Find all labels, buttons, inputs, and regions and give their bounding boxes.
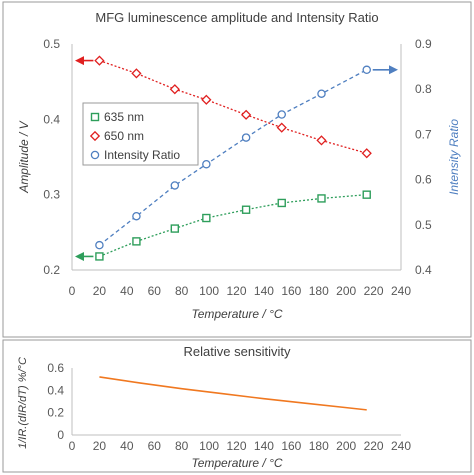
top-arrows <box>75 56 398 261</box>
data-point-650-nm <box>276 122 287 133</box>
data-point-intensity-ratio <box>202 159 211 169</box>
top-y2-tick-label: 0.8 <box>415 82 432 96</box>
top-axes: 0 20 40 60 80 100 120 140 160 180 200 220 240 0.2 0.3 0… <box>43 37 432 298</box>
data-point-650-nm <box>131 68 142 79</box>
bottom-x-tick-label: 40 <box>120 439 134 453</box>
series-line-635-nm <box>99 194 367 258</box>
legend-marker-650-nm <box>89 130 101 142</box>
bottom-x-tick-label: 120 <box>226 439 246 453</box>
bottom-series <box>99 376 367 411</box>
legend-label-635-nm: 635 nm <box>104 110 144 124</box>
bottom-x-tick-label: 60 <box>148 439 162 453</box>
data-point-intensity-ratio <box>241 133 251 142</box>
top-y-axis-label: Amplitude / V <box>17 120 31 193</box>
data-point-650-nm <box>169 84 180 95</box>
data-point-635-nm <box>202 213 211 223</box>
data-point-intensity-ratio <box>170 181 180 190</box>
top-x-tick-label: 240 <box>391 284 411 298</box>
legend-label-650-nm: 650 nm <box>104 129 144 143</box>
bottom-x-axis-label: Temperature / °C <box>191 456 282 470</box>
top-y2-tick-label: 0.5 <box>415 218 432 232</box>
bottom-x-tick-label: 180 <box>309 439 329 453</box>
top-panel: MFG luminescence amplitude and Intensity… <box>2 1 472 338</box>
bottom-x-tick-label: 20 <box>93 439 107 453</box>
top-x-tick-label: 180 <box>309 284 329 298</box>
data-point-635-nm <box>241 205 251 214</box>
top-x-axis-label: Temperature / °C <box>191 307 282 321</box>
bottom-panel-frame <box>2 339 472 473</box>
top-y2-tick-label: 0.6 <box>415 173 432 187</box>
data-point-635-nm <box>132 237 141 246</box>
top-y-tick-label: 0.3 <box>43 188 60 202</box>
data-point-635-nm <box>95 252 104 261</box>
data-point-intensity-ratio <box>277 110 286 119</box>
series-line-relative-sensitivity <box>99 376 367 411</box>
legend-label-intensity-ratio: Intensity Ratio <box>104 148 180 162</box>
bottom-chart-title: Relative sensitivity <box>184 344 291 359</box>
series-line-intensity-ratio <box>99 69 368 246</box>
top-x-tick-label: 160 <box>281 284 301 298</box>
bottom-y-tick-label: 0.2 <box>47 406 64 420</box>
top-x-tick-label: 20 <box>93 284 107 298</box>
bottom-y-tick-label: 0.6 <box>47 361 64 375</box>
top-chart-title: MFG luminescence amplitude and Intensity… <box>95 10 378 25</box>
legend: 635 nm 650 nm Intensity Ratio <box>82 102 199 166</box>
legend-marker-intensity-ratio <box>90 150 100 160</box>
top-y-tick-label: 0.4 <box>43 112 60 126</box>
data-point-intensity-ratio <box>95 240 104 250</box>
bottom-x-tick-label: 160 <box>281 439 301 453</box>
top-x-tick-label: 60 <box>148 284 162 298</box>
top-y2-tick-label: 0.9 <box>415 37 432 51</box>
bottom-x-tick-label: 220 <box>364 439 384 453</box>
bottom-x-tick-label: 100 <box>199 439 219 453</box>
data-point-635-nm <box>317 194 326 203</box>
bottom-x-tick-label: 80 <box>175 439 189 453</box>
bottom-y-tick-label: 0.4 <box>47 383 64 397</box>
top-y2-tick-label: 0.4 <box>415 263 432 277</box>
data-point-635-nm <box>277 198 286 208</box>
data-point-650-nm <box>361 148 372 159</box>
top-x-tick-label: 120 <box>226 284 246 298</box>
top-x-tick-label: 140 <box>254 284 274 298</box>
top-x-tick-label: 40 <box>120 284 134 298</box>
data-point-intensity-ratio <box>362 65 371 75</box>
bottom-x-tick-label: 0 <box>69 439 76 453</box>
bottom-axes: 0 20 40 60 80 100 120 140 160 180 200 220 240 0 0.2 0.4… <box>47 361 411 453</box>
top-x-tick-label: 100 <box>199 284 219 298</box>
data-point-635-nm <box>170 224 180 233</box>
top-x-tick-label: 80 <box>175 284 189 298</box>
legend-frame <box>82 102 199 166</box>
top-x-tick-label: 0 <box>69 284 76 298</box>
axis-arrow-635-nm <box>75 251 94 261</box>
data-point-intensity-ratio <box>132 211 141 221</box>
data-point-635-nm <box>362 190 371 199</box>
top-series <box>94 55 372 261</box>
bottom-y-tick-label: 0 <box>57 428 64 442</box>
bottom-panel: Relative sensitivity 0 20 40 60 80 100 120 140 1… <box>2 339 472 473</box>
top-y2-tick-label: 0.7 <box>415 127 432 141</box>
bottom-y-axis-label: 1/IR.(dIR/dT) %/°C <box>17 357 29 449</box>
top-y-tick-label: 0.2 <box>43 263 60 277</box>
data-point-650-nm <box>240 109 252 120</box>
axis-arrow-650-nm <box>75 56 94 66</box>
bottom-x-tick-label: 200 <box>336 439 356 453</box>
series-line-650-nm <box>99 59 367 154</box>
axis-arrow-intensity-ratio <box>372 65 398 75</box>
data-point-650-nm <box>201 94 212 105</box>
data-point-650-nm <box>316 135 327 146</box>
top-x-tick-label: 200 <box>336 284 356 298</box>
data-point-intensity-ratio <box>317 89 326 98</box>
top-y2-axis-label: Intensity Ratio <box>447 119 461 195</box>
bottom-x-tick-label: 240 <box>391 439 411 453</box>
bottom-x-tick-label: 140 <box>254 439 274 453</box>
top-x-tick-label: 220 <box>364 284 384 298</box>
data-point-650-nm <box>94 55 105 66</box>
legend-marker-635-nm <box>90 112 100 122</box>
top-y-tick-label: 0.5 <box>43 37 60 51</box>
